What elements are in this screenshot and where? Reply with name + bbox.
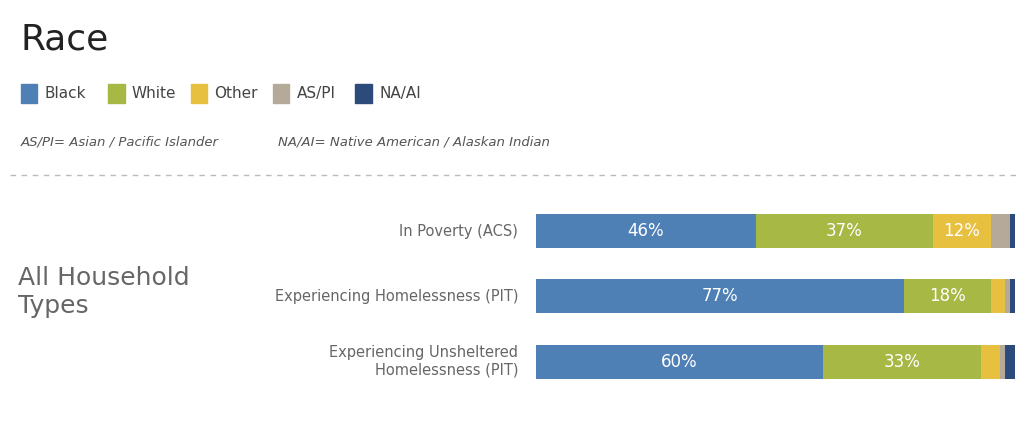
Bar: [991, 279, 1005, 313]
Text: Black: Black: [44, 86, 85, 101]
Bar: [904, 279, 991, 313]
Bar: [536, 279, 904, 313]
Bar: [823, 345, 981, 379]
Bar: [1005, 345, 1015, 379]
Text: Experiencing Homelessness (PIT): Experiencing Homelessness (PIT): [275, 289, 518, 304]
Text: NA/AI= Native American / Alaskan Indian: NA/AI= Native American / Alaskan Indian: [278, 135, 550, 149]
Bar: [1005, 279, 1009, 313]
Text: 46%: 46%: [627, 222, 664, 240]
Text: In Poverty (ACS): In Poverty (ACS): [400, 224, 518, 238]
Text: White: White: [132, 86, 176, 101]
Bar: [1000, 345, 1005, 379]
Bar: [1009, 279, 1015, 313]
Text: 77%: 77%: [701, 287, 739, 305]
Text: Race: Race: [21, 22, 109, 56]
Text: 60%: 60%: [661, 353, 697, 371]
Text: Other: Other: [214, 86, 258, 101]
Text: 33%: 33%: [884, 353, 921, 371]
Bar: [1009, 214, 1015, 248]
Bar: [933, 214, 991, 248]
Text: 37%: 37%: [826, 222, 863, 240]
Bar: [536, 214, 756, 248]
Text: NA/AI: NA/AI: [379, 86, 421, 101]
Bar: [981, 345, 1000, 379]
Text: 12%: 12%: [943, 222, 981, 240]
Text: Experiencing Unsheltered
Homelessness (PIT): Experiencing Unsheltered Homelessness (P…: [330, 345, 518, 378]
Text: All Household
Types: All Household Types: [19, 266, 190, 318]
Bar: [756, 214, 933, 248]
Text: 18%: 18%: [929, 287, 966, 305]
Bar: [991, 214, 1009, 248]
Bar: [536, 345, 823, 379]
Text: AS/PI= Asian / Pacific Islander: AS/PI= Asian / Pacific Islander: [21, 135, 218, 149]
Text: AS/PI: AS/PI: [297, 86, 336, 101]
